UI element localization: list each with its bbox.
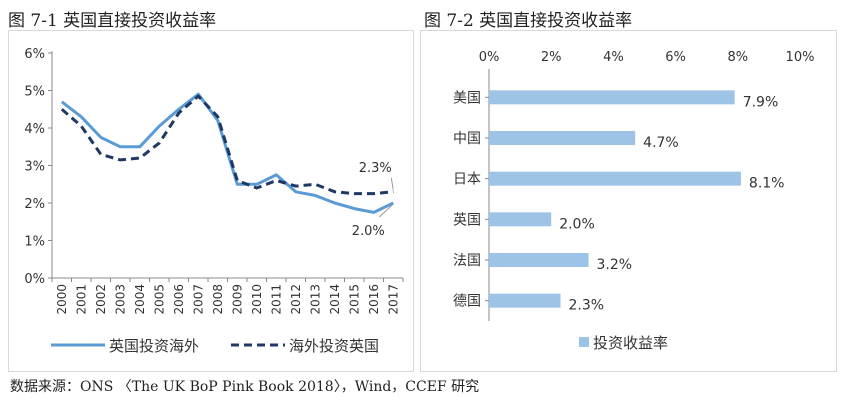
bar-chart-panel: 0% 2% 4% 6% 8% 10% 美国 7.9% 中国 4.7% 日本 8.1% 英国 2.0% 法国 3…	[420, 30, 837, 372]
bar	[489, 293, 561, 308]
annotation-label: 2.3%	[359, 161, 392, 176]
legend-swatch	[579, 337, 589, 347]
category-label: 中国	[453, 131, 481, 147]
x-tick-label: 2017	[386, 284, 400, 315]
x-tick-label: 2%	[541, 50, 562, 65]
x-tick-label: 0%	[479, 50, 500, 65]
x-tick-label: 4%	[603, 50, 624, 65]
bar-chart: 0% 2% 4% 6% 8% 10% 美国 7.9% 中国 4.7% 日本 8.1% 英国 2.0% 法国 3…	[453, 50, 815, 352]
category-label: 英国	[453, 211, 481, 228]
bar	[489, 253, 589, 267]
x-tick-label: 2010	[250, 284, 264, 315]
category-label: 德国	[453, 294, 481, 310]
x-tick-label: 6%	[665, 50, 686, 65]
category-label: 日本	[453, 172, 481, 188]
category-label: 美国	[453, 90, 481, 106]
bar	[489, 212, 552, 227]
bar-value-label: 7.9%	[743, 94, 779, 110]
x-tick-label: 2003	[113, 284, 127, 315]
y-tick-label: 2%	[24, 197, 45, 212]
x-tick-label: 8%	[727, 50, 748, 65]
x-tick-label: 2009	[230, 284, 244, 315]
x-tick-label: 2008	[211, 284, 225, 315]
category-label: 法国	[453, 253, 481, 269]
y-tick-label: 6%	[24, 47, 45, 62]
x-tick-label: 2000	[55, 284, 69, 315]
bar-value-label: 8.1%	[749, 176, 785, 192]
left-chart-title: 图 7-1 英国直接投资收益率	[8, 11, 217, 31]
legend-label: 投资收益率	[593, 334, 668, 352]
x-tick-label: 2012	[289, 284, 303, 315]
bar-value-label: 2.0%	[559, 216, 595, 232]
bar-value-label: 3.2%	[597, 257, 633, 273]
x-tick-label: 2015	[347, 284, 361, 315]
x-tick-label: 2014	[328, 284, 342, 315]
right-chart-title: 图 7-2 英国直接投资收益率	[424, 11, 633, 31]
legend-label-outward: 英国投资海外	[109, 337, 199, 355]
bar	[489, 90, 735, 105]
series-line-inward	[60, 94, 394, 196]
x-tick-label: 2004	[133, 284, 147, 315]
x-tick-label: 2007	[191, 284, 205, 315]
x-tick-label: 10%	[786, 50, 815, 65]
y-tick-label: 1%	[24, 235, 45, 250]
bar	[489, 171, 741, 186]
annotation-leader	[378, 204, 393, 218]
y-tick-label: 4%	[24, 122, 45, 137]
line-chart-panel: 0% 1% 2% 3% 4% 5% 6% 2000 2001 2002 2003 2004 2005 20…	[8, 30, 414, 372]
bar	[489, 131, 636, 145]
x-tick-label: 2002	[94, 284, 108, 315]
x-tick-label: 2001	[74, 284, 88, 315]
y-tick-label: 5%	[24, 85, 45, 100]
annotation-leader	[390, 177, 394, 190]
legend-label-inward: 海外投资英国	[289, 337, 379, 355]
y-tick-label: 0%	[24, 272, 45, 287]
x-tick-label: 2011	[269, 284, 283, 315]
x-tick-label: 2006	[172, 284, 186, 315]
x-tick-label: 2005	[152, 284, 166, 315]
bar-value-label: 4.7%	[643, 135, 679, 151]
y-tick-label: 3%	[24, 160, 45, 175]
bar-value-label: 2.3%	[569, 298, 605, 314]
data-source-note: 数据来源：ONS 〈The UK BoP Pink Book 2018〉，Win…	[10, 379, 480, 395]
annotation-label: 2.0%	[352, 224, 385, 239]
x-tick-label: 2013	[308, 284, 322, 315]
line-chart: 0% 1% 2% 3% 4% 5% 6% 2000 2001 2002 2003 2004 2005 20…	[24, 47, 404, 355]
x-tick-label: 2016	[367, 284, 381, 315]
